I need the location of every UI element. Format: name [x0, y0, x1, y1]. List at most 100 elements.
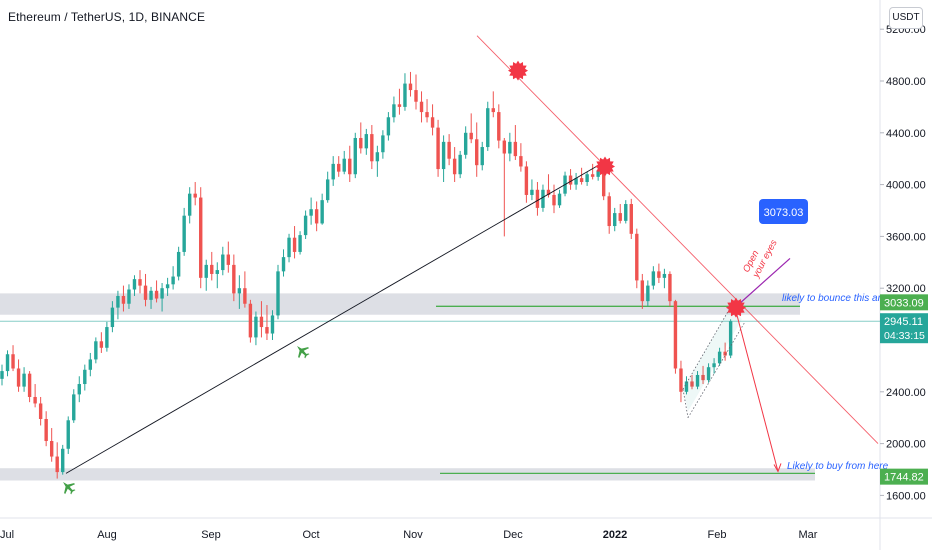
candle-body — [441, 141, 446, 170]
target-callout[interactable] — [759, 199, 808, 224]
candle-body — [640, 280, 645, 302]
candle-body — [463, 132, 468, 155]
candle-body — [248, 303, 253, 338]
channel-lower-line — [687, 321, 746, 418]
candle-body — [320, 200, 324, 224]
candle-body — [193, 193, 197, 198]
candle-body — [552, 194, 556, 206]
candle-body — [706, 367, 711, 381]
countdown-tag-text: 04:33:15 — [884, 330, 925, 342]
candle-body — [701, 374, 705, 381]
candle-body — [408, 83, 413, 91]
candle-body — [397, 104, 402, 107]
candle-body — [105, 327, 109, 348]
candle-body — [5, 354, 10, 372]
candle-body — [392, 104, 396, 118]
candle-body — [695, 374, 700, 387]
candle-body — [579, 178, 584, 183]
buy-level-tag-text: 1744.82 — [884, 472, 924, 484]
airplane-shape — [297, 346, 310, 359]
candle-body — [132, 279, 137, 290]
airplane-icon — [297, 346, 310, 359]
candle-body — [226, 254, 231, 265]
candle-body — [458, 154, 462, 175]
candle-body — [425, 112, 429, 118]
candle-body — [574, 178, 578, 185]
candle-body — [154, 290, 159, 299]
candle-body — [171, 276, 175, 285]
candle-body — [673, 301, 678, 369]
candle-body — [121, 295, 126, 304]
candle-body — [519, 156, 523, 167]
candle-body — [635, 233, 639, 281]
candle-body — [568, 175, 573, 185]
candle-body — [165, 284, 170, 289]
starburst-icon — [595, 156, 615, 177]
candle-body — [662, 273, 667, 278]
candle-body — [127, 289, 131, 304]
x-axis-label: Jul — [0, 529, 14, 541]
symbol-title[interactable]: Ethereum / TetherUS, 1D, BINANCE — [8, 10, 206, 24]
y-axis-label: 4000.00 — [886, 180, 926, 192]
candle-body — [530, 189, 534, 195]
candle-body — [259, 316, 264, 328]
candle-body — [187, 193, 192, 216]
candle-body — [116, 295, 120, 308]
candle-body — [33, 396, 37, 404]
airplane-shape — [63, 482, 76, 495]
candle-body — [596, 170, 600, 177]
candle-body — [325, 179, 330, 201]
candle-body — [270, 315, 275, 334]
candle-body — [712, 363, 716, 368]
candle-body — [160, 288, 164, 299]
candle-body — [66, 420, 70, 449]
candle-body — [221, 254, 225, 271]
candle-body — [723, 351, 727, 356]
candle-body — [447, 141, 451, 159]
candle-body — [535, 189, 540, 208]
candle-body — [199, 197, 203, 278]
candle-body — [237, 288, 242, 294]
candle-body — [414, 90, 418, 102]
buy-level-tag — [880, 468, 928, 485]
candle-body — [480, 147, 484, 166]
candle-body — [497, 112, 501, 141]
candle-body — [38, 403, 43, 419]
candle-body — [348, 158, 352, 175]
candle-body — [386, 117, 391, 136]
zone-level-tag-text: 3033.09 — [884, 297, 924, 309]
candle-body — [77, 384, 81, 395]
down-projection-arrow — [734, 307, 779, 472]
candle-body — [524, 166, 529, 195]
currency-button[interactable]: USDT — [889, 7, 923, 29]
candle-body — [690, 381, 694, 387]
x-axis-label: Feb — [708, 529, 727, 541]
candle-body — [94, 341, 98, 360]
candle-body — [0, 371, 4, 379]
candle-body — [331, 163, 335, 180]
candle-body — [717, 351, 722, 364]
candle-body — [182, 215, 186, 252]
candle-body — [176, 251, 181, 277]
plot-area[interactable] — [0, 0, 880, 518]
candle-body — [629, 204, 633, 234]
candle-body — [557, 193, 562, 206]
support-zone — [0, 468, 815, 481]
candle-body — [403, 83, 407, 107]
candle-body — [72, 394, 76, 421]
candle-body — [232, 264, 236, 294]
last-price-tag-text: 2945.11 — [884, 316, 923, 328]
candle-body — [452, 158, 457, 175]
candle-body — [419, 101, 424, 113]
candle-body — [281, 257, 286, 272]
candle-body — [618, 213, 622, 221]
starburst-icon — [726, 297, 746, 318]
x-axis-label: Dec — [503, 529, 523, 541]
candle-body — [381, 135, 385, 153]
candle-body — [309, 209, 313, 216]
candle-body — [138, 279, 142, 286]
candle-body — [430, 117, 435, 128]
candle-body — [44, 418, 48, 442]
